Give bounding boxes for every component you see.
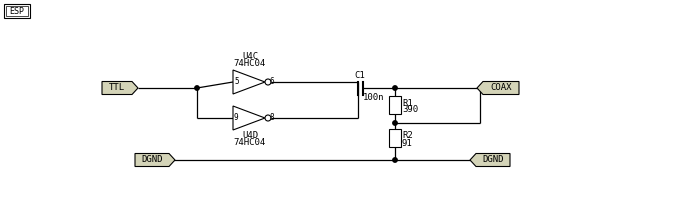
- Text: COAX: COAX: [490, 84, 512, 92]
- Text: U4D: U4D: [242, 131, 258, 140]
- Text: 5: 5: [234, 77, 239, 86]
- Circle shape: [265, 79, 271, 85]
- Text: ESP: ESP: [9, 6, 24, 16]
- Text: R2: R2: [402, 132, 413, 140]
- Circle shape: [195, 86, 199, 90]
- Text: DGND: DGND: [141, 156, 163, 164]
- Polygon shape: [233, 106, 265, 130]
- Circle shape: [265, 115, 271, 121]
- Circle shape: [393, 158, 397, 162]
- Polygon shape: [102, 82, 138, 95]
- Text: 91: 91: [402, 138, 413, 148]
- Text: C1: C1: [355, 71, 365, 79]
- FancyBboxPatch shape: [4, 4, 30, 18]
- Text: 74HC04: 74HC04: [234, 138, 266, 147]
- Text: 8: 8: [270, 114, 275, 122]
- FancyBboxPatch shape: [6, 6, 28, 16]
- Text: U4C: U4C: [242, 52, 258, 61]
- Polygon shape: [470, 154, 510, 166]
- Text: DGND: DGND: [482, 156, 504, 164]
- Text: R1: R1: [402, 98, 413, 108]
- Text: 100n: 100n: [363, 93, 384, 102]
- Text: 9: 9: [234, 114, 239, 122]
- Polygon shape: [233, 70, 265, 94]
- Text: TTL: TTL: [109, 84, 125, 92]
- Text: 390: 390: [402, 106, 418, 114]
- Polygon shape: [477, 82, 519, 95]
- Bar: [389, 96, 401, 114]
- Text: 6: 6: [270, 77, 275, 86]
- Bar: [389, 129, 401, 147]
- Polygon shape: [135, 154, 175, 166]
- Circle shape: [393, 86, 397, 90]
- Circle shape: [393, 121, 397, 125]
- Text: 74HC04: 74HC04: [234, 59, 266, 68]
